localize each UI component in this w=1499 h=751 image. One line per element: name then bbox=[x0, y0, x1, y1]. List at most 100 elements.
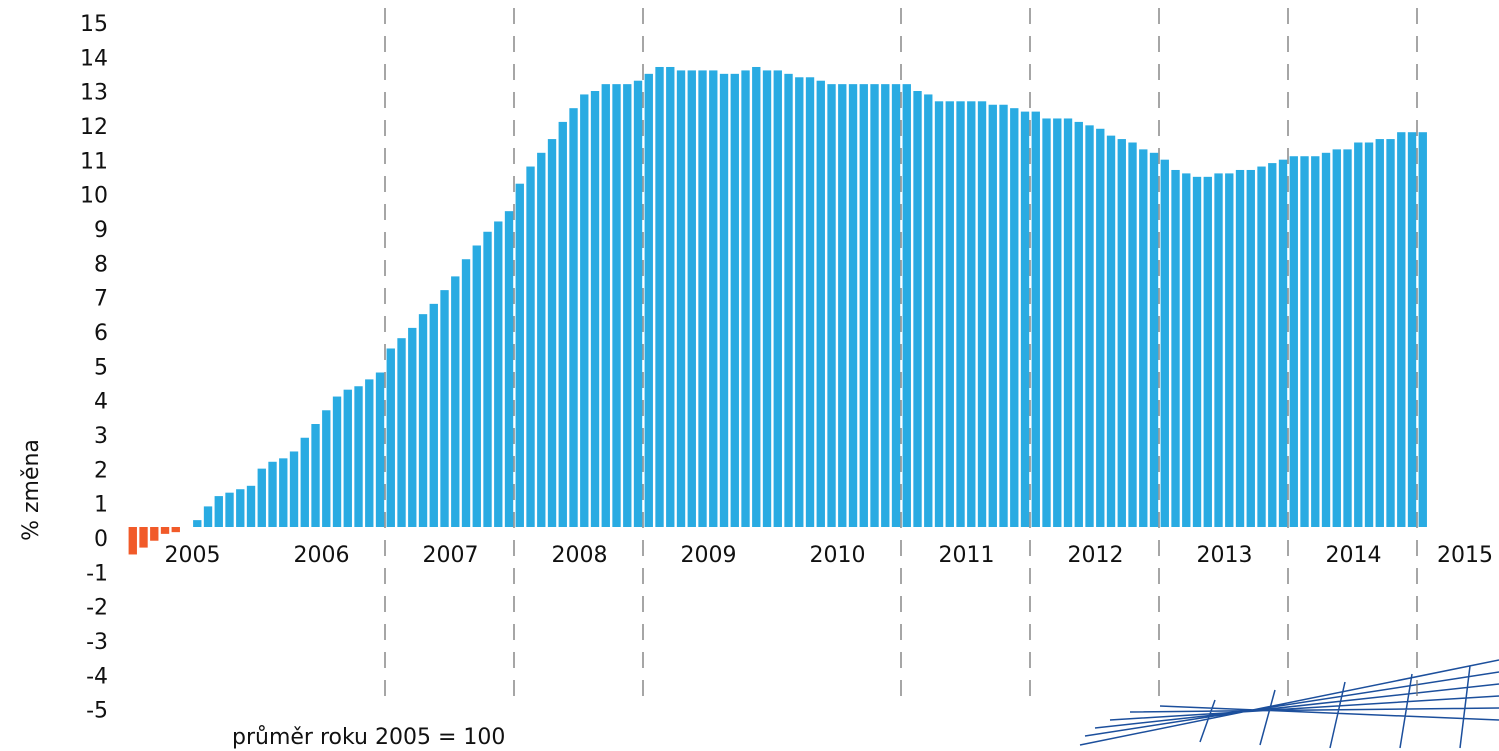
y-tick-label: 8 bbox=[94, 252, 108, 277]
bar bbox=[408, 327, 417, 527]
bar bbox=[214, 496, 223, 527]
bar bbox=[1257, 166, 1266, 527]
bar bbox=[945, 101, 954, 528]
bar bbox=[1386, 139, 1395, 528]
bar bbox=[461, 259, 471, 527]
bar bbox=[1128, 142, 1137, 527]
bar bbox=[1225, 173, 1234, 527]
x-tick-label: 2011 bbox=[939, 543, 995, 568]
bar bbox=[870, 84, 879, 527]
bar bbox=[1042, 118, 1051, 528]
bar bbox=[322, 410, 331, 527]
bar bbox=[558, 121, 567, 527]
bar bbox=[193, 520, 202, 527]
bar bbox=[279, 458, 288, 527]
bar bbox=[537, 152, 546, 528]
bar bbox=[655, 66, 664, 527]
bar bbox=[365, 379, 374, 527]
bar bbox=[859, 84, 868, 527]
y-tick-label: -3 bbox=[86, 630, 108, 655]
bar bbox=[171, 527, 180, 533]
bar bbox=[1192, 176, 1202, 528]
bar bbox=[526, 166, 535, 527]
x-tick-label: 2008 bbox=[552, 543, 608, 568]
y-tick-label: 6 bbox=[94, 321, 108, 346]
y-tick-label: 0 bbox=[94, 527, 108, 552]
y-tick-label: -2 bbox=[86, 596, 108, 621]
y-tick-label: -1 bbox=[86, 561, 108, 586]
bar bbox=[1149, 152, 1159, 528]
bar bbox=[730, 73, 739, 528]
bar bbox=[1364, 142, 1374, 527]
bar bbox=[289, 451, 299, 527]
x-tick-label: 2009 bbox=[681, 543, 737, 568]
y-tick-label: 3 bbox=[94, 424, 108, 449]
bar bbox=[418, 314, 428, 527]
bar bbox=[999, 104, 1008, 527]
bar bbox=[1020, 111, 1030, 528]
bar bbox=[1171, 169, 1180, 527]
bar bbox=[139, 527, 148, 548]
bar bbox=[633, 80, 643, 528]
bar bbox=[397, 338, 406, 527]
bar bbox=[1235, 169, 1245, 527]
bar bbox=[1063, 118, 1073, 528]
bar bbox=[805, 77, 815, 527]
bar bbox=[1354, 142, 1363, 527]
x-tick-label: 2012 bbox=[1068, 543, 1124, 568]
bar bbox=[332, 396, 342, 527]
bar bbox=[762, 70, 772, 527]
bar bbox=[300, 437, 309, 527]
bar bbox=[386, 348, 395, 527]
bar bbox=[644, 73, 653, 528]
bar bbox=[1085, 125, 1094, 528]
x-tick-label: 2007 bbox=[423, 543, 479, 568]
bar bbox=[1117, 139, 1126, 528]
bar bbox=[1300, 156, 1309, 527]
bar bbox=[268, 461, 277, 527]
bar bbox=[1214, 173, 1223, 527]
bar bbox=[1246, 169, 1255, 527]
bar bbox=[1010, 108, 1019, 527]
bar bbox=[590, 91, 600, 527]
bar bbox=[698, 70, 707, 527]
y-tick-label: -4 bbox=[86, 664, 108, 689]
bar bbox=[891, 84, 901, 527]
bar bbox=[246, 485, 256, 527]
x-tick-label: 2006 bbox=[294, 543, 350, 568]
bar bbox=[354, 386, 363, 527]
x-tick-label: 2014 bbox=[1326, 543, 1382, 568]
bar bbox=[311, 424, 320, 527]
bar bbox=[967, 101, 976, 528]
bar bbox=[612, 84, 621, 527]
bar bbox=[1418, 132, 1427, 527]
decoration bbox=[1079, 659, 1499, 749]
x-tick-label: 2013 bbox=[1197, 543, 1253, 568]
bar bbox=[375, 372, 385, 527]
bar bbox=[1289, 156, 1298, 527]
bar bbox=[483, 231, 492, 527]
y-tick-label: 14 bbox=[80, 46, 108, 71]
y-tick-label: -5 bbox=[86, 699, 108, 724]
bar bbox=[1074, 121, 1083, 527]
bar bbox=[1182, 173, 1191, 527]
y-tick-label: 11 bbox=[80, 149, 108, 174]
bar bbox=[150, 527, 159, 541]
bar bbox=[429, 303, 438, 527]
bar bbox=[795, 77, 804, 527]
bar bbox=[709, 70, 718, 527]
bar bbox=[956, 101, 965, 528]
y-tick-label: 15 bbox=[80, 12, 108, 37]
y-tick-label: 2 bbox=[94, 458, 108, 483]
bar bbox=[1343, 149, 1352, 527]
bar bbox=[1407, 132, 1417, 527]
bar bbox=[343, 389, 352, 527]
y-tick-label: 5 bbox=[94, 355, 108, 380]
bar bbox=[601, 84, 610, 527]
bar bbox=[838, 84, 847, 527]
y-tick-label: 4 bbox=[94, 390, 108, 415]
bar bbox=[676, 70, 686, 527]
y-tick-label: 12 bbox=[80, 115, 108, 140]
y-tick-label: 9 bbox=[94, 218, 108, 243]
bar bbox=[547, 139, 557, 528]
